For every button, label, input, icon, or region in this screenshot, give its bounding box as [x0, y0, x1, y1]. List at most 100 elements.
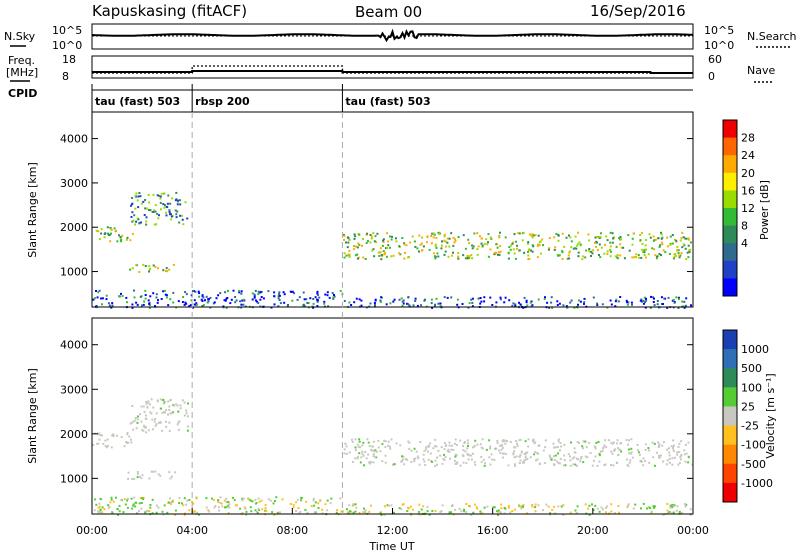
echo-cell [554, 246, 557, 249]
echo-cell [303, 298, 306, 301]
echo-cell [578, 441, 580, 444]
echo-cell [137, 195, 140, 198]
echo-cell [419, 243, 422, 246]
echo-cell [227, 504, 230, 507]
echo-cell [618, 237, 621, 240]
echo-cell [145, 403, 148, 406]
echo-cell [556, 304, 559, 306]
echo-cell [365, 457, 368, 460]
echo-cell [515, 240, 517, 243]
echo-cell [532, 234, 535, 237]
echo-cell [540, 252, 543, 255]
colorbar-swatch [723, 137, 737, 156]
echo-cell [398, 252, 401, 255]
velocity-colorbar-label: Velocity [m s⁻¹] [764, 373, 777, 458]
echo-cell [543, 462, 546, 465]
echo-cell [328, 296, 331, 299]
echo-cell [360, 456, 363, 459]
echo-cell [452, 244, 455, 247]
echo-cell [398, 245, 401, 248]
echo-cell [193, 299, 196, 302]
echo-cell [490, 453, 493, 456]
echo-cell [257, 507, 260, 510]
echo-cell [678, 462, 681, 464]
echo-cell [373, 449, 376, 452]
echo-cell [574, 509, 577, 512]
echo-cell [279, 511, 281, 514]
echo-cell [439, 454, 442, 457]
echo-cell [581, 445, 584, 448]
echo-cell [204, 299, 206, 302]
echo-cell [95, 229, 98, 232]
noise-panel: N.Sky 10^5 10^0 10^5 10^0 N.Search [4, 23, 797, 52]
echo-cell [220, 502, 223, 505]
echo-cell [420, 508, 423, 511]
echo-cell [630, 438, 633, 441]
echo-cell [445, 245, 448, 248]
echo-cell [598, 452, 601, 455]
echo-cell [413, 458, 416, 461]
echo-cell [136, 199, 139, 202]
echo-cell [681, 231, 684, 234]
echo-cell [627, 464, 630, 467]
echo-cell [667, 296, 670, 299]
echo-cell [591, 252, 594, 255]
echo-cell [455, 444, 458, 446]
echo-cell [372, 440, 375, 443]
echo-cell [466, 453, 469, 455]
echo-cell [585, 446, 588, 449]
echo-cell [439, 304, 442, 307]
echo-cell [513, 450, 516, 453]
echo-cell [213, 301, 216, 304]
echo-cell [225, 297, 228, 300]
echo-cell [130, 216, 133, 218]
echo-cell [640, 248, 643, 251]
echo-cell [298, 296, 301, 299]
echo-cell [131, 202, 134, 205]
echo-cell [140, 502, 143, 504]
echo-cell [548, 454, 551, 457]
echo-cell [577, 458, 580, 461]
echo-cell [582, 255, 585, 258]
echo-cell [381, 460, 384, 463]
echo-cell [672, 439, 675, 442]
echo-cell [100, 228, 103, 231]
echo-cell [120, 436, 123, 439]
echo-cell [374, 299, 377, 302]
echo-cell [525, 301, 528, 304]
echo-cell [373, 240, 376, 243]
echo-cell [639, 459, 642, 462]
echo-cell [657, 237, 660, 240]
echo-cell [120, 240, 122, 243]
echo-cell [317, 294, 319, 296]
echo-cell [186, 429, 189, 432]
echo-cell [156, 301, 159, 304]
echo-cell [150, 398, 153, 401]
echo-cell [480, 242, 483, 245]
echo-cell [527, 438, 530, 441]
echo-cell [208, 510, 211, 513]
echo-cell [255, 299, 257, 302]
echo-cell [209, 296, 212, 299]
echo-cell [178, 502, 181, 504]
echo-cell [470, 513, 473, 516]
echo-cell [672, 447, 675, 450]
echo-cell [343, 448, 346, 451]
echo-cell [441, 240, 443, 243]
echo-cell [673, 301, 676, 304]
echo-cell [550, 458, 553, 461]
echo-cell [409, 241, 412, 244]
echo-cell [498, 511, 501, 513]
echo-cell [565, 305, 568, 308]
y-tick-label: 3000 [60, 177, 88, 190]
echo-cell [165, 294, 168, 297]
echo-cell [378, 255, 381, 257]
echo-cell [92, 298, 95, 301]
echo-cell [304, 508, 307, 511]
echo-cell [443, 448, 446, 451]
colorbar-tick-label: -100 [741, 439, 766, 452]
echo-cell [479, 443, 482, 446]
echo-cell [641, 251, 644, 253]
echo-cell [668, 461, 671, 464]
